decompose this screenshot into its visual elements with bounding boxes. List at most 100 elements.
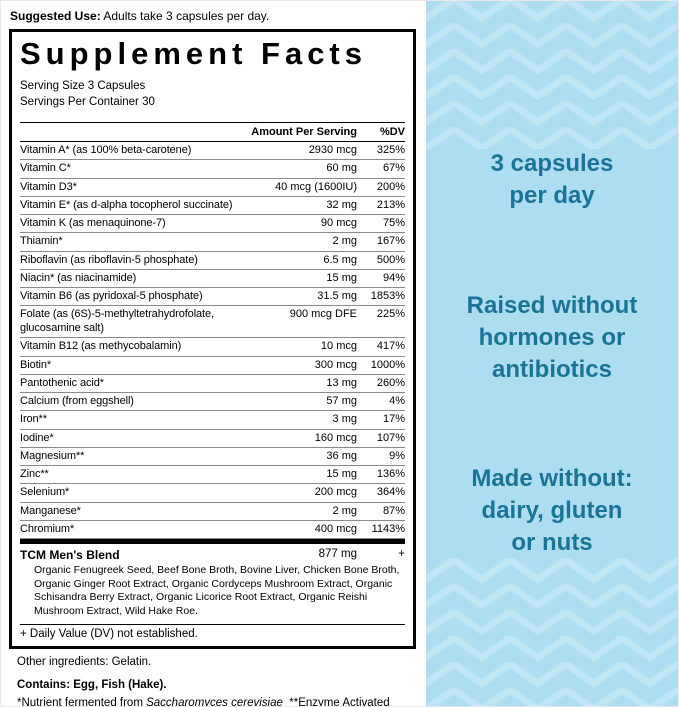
nutrient-dv: 1853%: [370, 290, 405, 303]
message-capsules-per-day: 3 capsules per day: [490, 149, 614, 209]
nutrient-dv: 167%: [376, 235, 405, 248]
nutrient-name: Vitamin A* (as 100% beta-carotene): [20, 144, 192, 157]
table-row: Magnesium** 36 mg 9%: [20, 448, 405, 467]
other-ingredients-value: Gelatin.: [108, 655, 152, 668]
nutrient-name: Vitamin K (as menaquinone-7): [20, 217, 166, 230]
nutrient-name: Iron**: [20, 413, 47, 426]
table-row: Pantothenic acid* 13 mg 260%: [20, 375, 405, 394]
nutrient-name: Chromium*: [20, 522, 75, 535]
column-header-dv: %DV: [379, 126, 405, 139]
nutrient-name: Niacin* (as niacinamide): [20, 271, 137, 284]
nutrient-amount: 400 mcg: [314, 522, 357, 535]
fermented-note-species: Saccharomyces cerevisiae: [146, 696, 283, 707]
supplement-facts-title: Supplement Facts: [20, 36, 367, 71]
nutrient-name: Pantothenic acid*: [20, 376, 104, 389]
nutrient-name: Thiamin*: [20, 235, 63, 248]
nutrient-name: Vitamin E* (as d-alpha tocopherol succin…: [20, 198, 233, 211]
nutrient-dv: 325%: [376, 144, 405, 157]
table-row: Vitamin B6 (as pyridoxal-5 phosphate) 31.…: [20, 288, 405, 307]
nutrient-dv: 67%: [382, 162, 405, 175]
table-row: Thiamin* 2 mg 167%: [20, 233, 405, 252]
table-row: Vitamin E* (as d-alpha tocopherol succin…: [20, 197, 405, 216]
table-row: Vitamin A* (as 100% beta-carotene) 2930 m…: [20, 142, 405, 161]
nutrient-dv: 500%: [376, 253, 405, 266]
nutrient-dv: 9%: [389, 449, 405, 462]
table-row: Iron** 3 mg 17%: [20, 411, 405, 430]
nutrient-dv: 107%: [376, 431, 405, 444]
blend-name: TCM Men's Blend: [20, 548, 120, 563]
suggested-use: Suggested Use: Adults take 3 capsules pe…: [10, 9, 416, 23]
suggested-use-text: Adults take 3 capsules per day.: [100, 9, 270, 23]
contains-note: Contains: Egg, Fish (Hake).: [17, 679, 167, 692]
nutrient-dv: 1143%: [371, 522, 405, 535]
message-made-without: Made without: dairy, gluten or nuts: [471, 465, 633, 557]
nutrient-amount: 900 mcg DFE: [289, 308, 357, 321]
supplement-facts-box: Supplement Facts Serving Size 3 Capsules…: [9, 29, 416, 649]
nutrient-name: Folate (as (6S)-5-methyltetrahydrofolate…: [20, 308, 214, 335]
table-row: Chromium* 400 mcg 1143%: [20, 521, 405, 540]
nutrient-amount: 3 mg: [332, 413, 357, 426]
table-row: Selenium* 200 mcg 364%: [20, 484, 405, 503]
nutrient-amount: 2930 mcg: [308, 144, 357, 157]
daily-value-footnote: + Daily Value (DV) not established.: [20, 623, 405, 641]
nutrient-amount: 60 mg: [326, 162, 357, 175]
nutrient-dv: 1000%: [370, 358, 405, 371]
suggested-use-label: Suggested Use:: [10, 9, 101, 23]
column-header-amount: Amount Per Serving: [251, 126, 357, 139]
nutrient-dv: 4%: [389, 395, 405, 408]
nutrient-amount: 10 mcg: [320, 340, 357, 353]
other-ingredients-label: Other ingredients:: [17, 655, 109, 668]
nutrient-dv: 94%: [382, 271, 405, 284]
message-raised-without: Raised without hormones or antibiotics: [466, 291, 638, 383]
nutrient-dv: 200%: [376, 180, 405, 193]
nutrient-amount: 40 mcg (1600IU): [275, 180, 357, 193]
label-footnotes: Other ingredients: Gelatin. Contains: Eg…: [17, 655, 416, 707]
nutrient-dv: 136%: [376, 468, 405, 481]
blend-row: TCM Men's Blend 877 mg +: [20, 539, 405, 562]
table-row: Biotin* 300 mcg 1000%: [20, 357, 405, 375]
other-ingredients: Other ingredients: Gelatin.: [17, 655, 416, 671]
table-row: Vitamin K (as menaquinone-7) 90 mcg 75%: [20, 215, 405, 234]
blend-dv: +: [398, 548, 405, 561]
table-row: Zinc** 15 mg 136%: [20, 466, 405, 485]
table-row: Manganese* 2 mg 87%: [20, 503, 405, 521]
nutrient-amount: 36 mg: [326, 449, 357, 462]
table-row: Vitamin B12 (as methycobalamin) 10 mcg 417…: [20, 338, 405, 357]
blend-amount: 877 mg: [318, 548, 357, 561]
enzyme-note: **Enzyme Activated Mineral: [289, 696, 390, 707]
table-row: Niacin* (as niacinamide) 15 mg 94%: [20, 270, 405, 289]
nutrient-amount: 31.5 mg: [317, 290, 357, 303]
table-row: Vitamin C* 60 mg 67%: [20, 160, 405, 179]
nutrient-amount: 300 mcg: [314, 358, 357, 371]
nutrient-dv: 260%: [376, 376, 405, 389]
nutrient-amount: 2 mg: [332, 235, 357, 248]
table-row: Iodine* 160 mcg 107%: [20, 430, 405, 448]
nutrient-name: Vitamin B6 (as pyridoxal-5 phosphate): [20, 290, 203, 303]
nutrient-amount: 90 mcg: [320, 217, 357, 230]
nutrient-name: Vitamin B12 (as methycobalamin): [20, 340, 182, 353]
nutrient-dv: 417%: [376, 340, 405, 353]
nutrient-dv: 364%: [376, 486, 405, 499]
chevron-pattern-top-icon: [426, 1, 678, 149]
nutrient-name: Zinc**: [20, 468, 49, 481]
nutrient-name: Calcium (from eggshell): [20, 395, 134, 408]
nutrient-amount: 15 mg: [326, 271, 357, 284]
table-row: Folate (as (6S)-5-methyltetrahydrofolate…: [20, 306, 405, 339]
servings-per-container: Servings Per Container 30: [20, 96, 155, 109]
nutrient-dv: 75%: [382, 217, 405, 230]
nutrient-amount: 57 mg: [326, 395, 357, 408]
nutrient-rows: Vitamin A* (as 100% beta-carotene) 2930 m…: [20, 142, 405, 540]
table-row: Riboflavin (as riboflavin-5 phosphate) 6.…: [20, 252, 405, 270]
nutrient-amount: 13 mg: [326, 376, 357, 389]
supplement-facts-panel: Suggested Use: Adults take 3 capsules pe…: [1, 1, 426, 706]
nutrient-dv: 17%: [382, 413, 405, 426]
nutrient-name: Vitamin C*: [20, 162, 71, 175]
nutrient-amount: 6.5 mg: [323, 253, 357, 266]
nutrient-amount: 2 mg: [332, 504, 357, 517]
nutrient-amount: 200 mcg: [314, 486, 357, 499]
nutrient-name: Iodine*: [20, 431, 54, 444]
nutrient-name: Biotin*: [20, 358, 52, 371]
nutrient-dv: 213%: [376, 198, 405, 211]
table-row: Calcium (from eggshell) 57 mg 4%: [20, 393, 405, 412]
